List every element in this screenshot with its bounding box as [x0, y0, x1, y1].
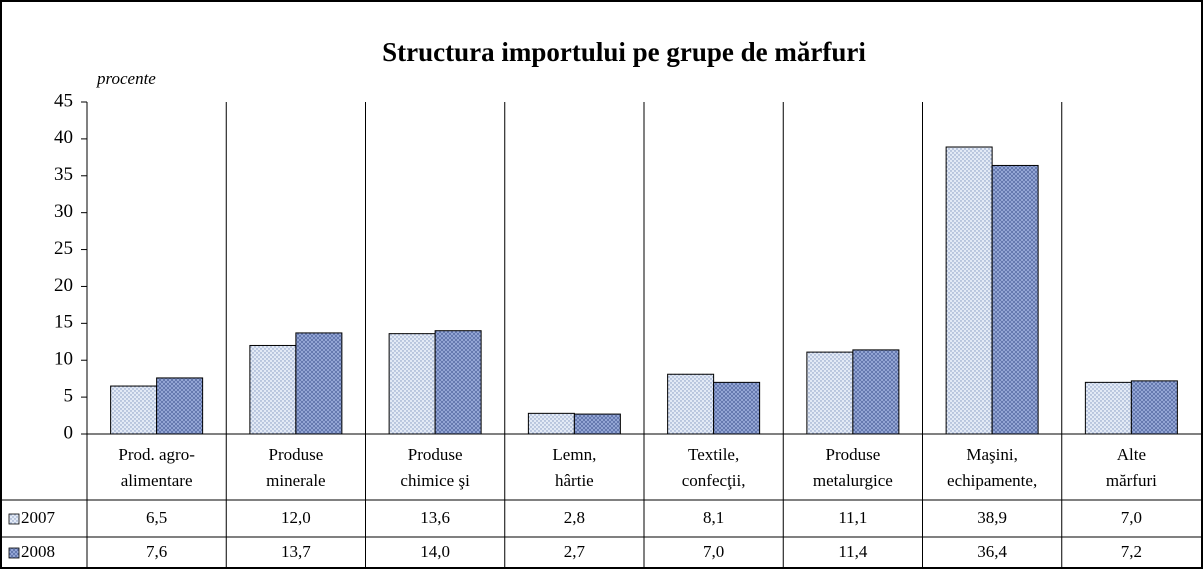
x-tick-label: hârtie: [555, 471, 594, 490]
y-tick-label: 40: [54, 127, 73, 148]
x-tick-label: Produse: [408, 445, 463, 464]
table-value: 13,7: [281, 542, 311, 561]
table-value: 2,7: [564, 542, 586, 561]
bar: [852, 349, 900, 435]
legend-key: [8, 513, 20, 525]
bar: [156, 377, 204, 435]
bar: [667, 373, 715, 435]
x-tick-label: Maşini,: [966, 445, 1017, 464]
y-tick-label: 10: [54, 349, 73, 370]
x-tick-label: echipamente,: [947, 471, 1037, 490]
legend-label: 2008: [21, 542, 55, 561]
table-value: 38,9: [977, 508, 1007, 527]
table-value: 13,6: [420, 508, 450, 527]
legend-key: [8, 547, 20, 559]
x-tick-label: chimice şi: [400, 471, 470, 490]
table-value: 8,1: [703, 508, 724, 527]
y-tick-label: 25: [54, 238, 73, 259]
bar: [434, 330, 482, 435]
bar: [527, 412, 575, 435]
bar: [573, 413, 621, 435]
x-tick-label: mărfuri: [1106, 471, 1157, 490]
bar: [945, 146, 993, 435]
table-value: 7,0: [1121, 508, 1142, 527]
y-tick-label: 0: [64, 422, 74, 443]
x-tick-label: metalurgice: [813, 471, 893, 490]
y-axis-label: procente: [96, 69, 156, 88]
bar: [806, 351, 854, 435]
table-value: 7,6: [146, 542, 167, 561]
table-value: 2,8: [564, 508, 585, 527]
y-tick-label: 5: [64, 385, 74, 406]
bar: [991, 164, 1039, 435]
x-tick-label: alimentare: [121, 471, 193, 490]
bar: [1130, 380, 1178, 435]
bar: [713, 381, 761, 435]
bar: [388, 333, 436, 435]
table-value: 12,0: [281, 508, 311, 527]
table-value: 11,4: [838, 542, 868, 561]
bar: [249, 344, 297, 435]
chart-title: Structura importului pe grupe de mărfuri: [382, 37, 866, 67]
x-tick-label: confecţii,: [682, 471, 746, 490]
table-value: 7,0: [703, 542, 724, 561]
bar: [110, 385, 158, 435]
y-tick-label: 20: [54, 275, 73, 296]
y-tick-label: 15: [54, 312, 73, 333]
x-tick-label: Produse: [825, 445, 880, 464]
table-value: 6,5: [146, 508, 167, 527]
x-tick-label: Lemn,: [552, 445, 596, 464]
x-tick-label: Alte: [1117, 445, 1146, 464]
bar: [295, 332, 343, 435]
table-value: 7,2: [1121, 542, 1142, 561]
table-value: 36,4: [977, 542, 1007, 561]
table-value: 14,0: [420, 542, 450, 561]
x-tick-label: minerale: [266, 471, 325, 490]
x-tick-label: Prod. agro-: [118, 445, 195, 464]
y-tick-label: 30: [54, 201, 73, 222]
bar: [1084, 381, 1132, 435]
x-tick-label: Textile,: [688, 445, 739, 464]
y-tick-label: 35: [54, 164, 73, 185]
x-tick-label: Produse: [268, 445, 323, 464]
y-tick-label: 45: [54, 90, 73, 111]
legend-label: 2007: [21, 508, 56, 527]
table-value: 11,1: [838, 508, 867, 527]
